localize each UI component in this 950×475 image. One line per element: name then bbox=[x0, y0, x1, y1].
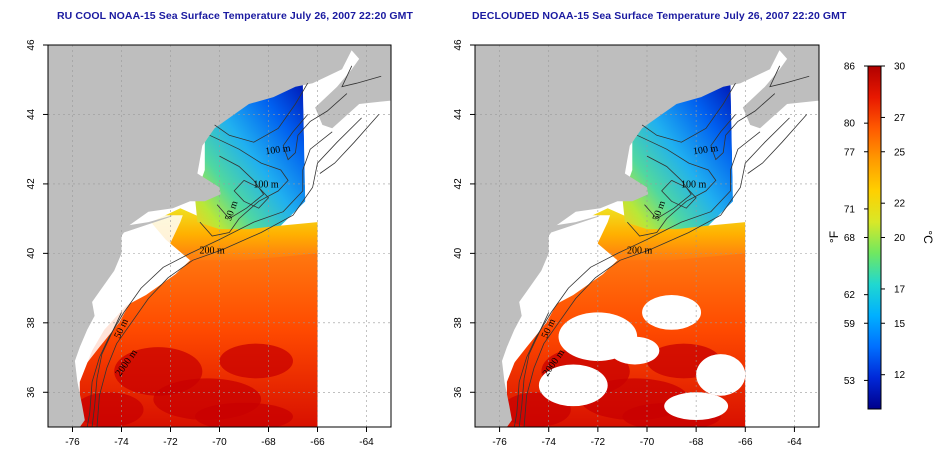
x-tick-label: -72 bbox=[163, 437, 178, 448]
map-title-left: RU COOL NOAA-15 Sea Surface Temperature … bbox=[57, 10, 414, 22]
x-tick-label: -74 bbox=[114, 437, 129, 448]
x-tick-label: -66 bbox=[738, 437, 753, 448]
colorbar-label-fahrenheit: 59 bbox=[844, 319, 856, 330]
bathymetry-contour bbox=[282, 93, 348, 161]
x-tick-label: -74 bbox=[541, 437, 556, 448]
colorbar-label-fahrenheit: 80 bbox=[844, 119, 856, 130]
colorbar-label-celsius: 12 bbox=[894, 370, 906, 381]
x-tick-label: -64 bbox=[787, 437, 802, 448]
land-north-america bbox=[475, 45, 783, 427]
bathymetry-contour bbox=[641, 82, 736, 143]
y-tick-label: 44 bbox=[453, 108, 464, 120]
x-tick-label: -70 bbox=[212, 437, 227, 448]
shelf-sst-band bbox=[578, 208, 746, 261]
contour-label: 100 m bbox=[681, 179, 707, 190]
bathymetry-contour bbox=[710, 93, 776, 161]
contour-label: 200 m bbox=[200, 245, 226, 256]
cloud-mask-coastal bbox=[48, 215, 183, 427]
x-tick-label: -76 bbox=[492, 437, 507, 448]
colorbar-label-celsius: 17 bbox=[894, 284, 906, 295]
bathymetry-contour bbox=[513, 131, 761, 427]
bathymetry-contour bbox=[199, 134, 289, 237]
x-tick-label: -66 bbox=[310, 437, 325, 448]
bathymetry-contour bbox=[214, 82, 309, 143]
land-long-island bbox=[551, 215, 601, 233]
colorbar-label-fahrenheit: 77 bbox=[844, 147, 856, 158]
warm-eddy bbox=[74, 392, 144, 427]
y-tick-label: 46 bbox=[453, 39, 464, 51]
colorbar-unit-celsius: °C bbox=[921, 230, 935, 244]
bathymetry-contour bbox=[644, 155, 692, 220]
land-long-island bbox=[123, 215, 173, 233]
colorbar-gradient bbox=[867, 65, 882, 410]
bathymetry-contour bbox=[341, 65, 382, 88]
y-tick-label: 42 bbox=[453, 178, 464, 190]
cloud-mask-east bbox=[302, 45, 391, 427]
colorbar-label-fahrenheit: 86 bbox=[844, 62, 856, 73]
bathymetry-contour bbox=[233, 180, 270, 209]
bathymetry-contour bbox=[661, 180, 697, 209]
cloud-mask-east bbox=[730, 45, 819, 427]
bathymetry-contour bbox=[216, 155, 265, 220]
contour-label: 200 m bbox=[627, 245, 653, 256]
y-tick-label: 36 bbox=[453, 386, 464, 398]
warm-eddy bbox=[219, 343, 293, 379]
x-tick-label: -64 bbox=[359, 437, 374, 448]
cloud-patch bbox=[610, 336, 660, 365]
bathymetry-contour bbox=[96, 117, 362, 427]
y-tick-label: 38 bbox=[453, 317, 464, 329]
bathymetry-contour bbox=[319, 114, 380, 174]
contour-label: 100 m bbox=[692, 143, 719, 157]
map-title-right: DECLOUDED NOAA-15 Sea Surface Temperatur… bbox=[472, 10, 847, 22]
y-tick-label: 40 bbox=[26, 247, 37, 259]
colorbar-label-celsius: 15 bbox=[894, 319, 906, 330]
contour-label: 100 m bbox=[253, 179, 279, 190]
shelf-sst-band bbox=[150, 208, 318, 261]
y-tick-label: 46 bbox=[26, 39, 37, 51]
land-north-america bbox=[48, 45, 355, 427]
bathymetry-contour bbox=[91, 312, 122, 427]
x-tick-label: -72 bbox=[591, 437, 606, 448]
land-nova-scotia bbox=[742, 45, 819, 129]
contour-label: 100 m bbox=[265, 143, 292, 157]
colorbar-label-celsius: 20 bbox=[894, 233, 906, 244]
colorbar-label-fahrenheit: 71 bbox=[844, 204, 856, 215]
colorbar-label-fahrenheit: 62 bbox=[844, 290, 856, 301]
cloud-patch bbox=[538, 364, 608, 407]
x-tick-label: -70 bbox=[640, 437, 655, 448]
cloud-patch bbox=[696, 354, 746, 396]
colorbar-label-fahrenheit: 53 bbox=[844, 376, 856, 387]
x-tick-label: -76 bbox=[65, 437, 80, 448]
bathymetry-contour bbox=[747, 114, 807, 174]
y-tick-label: 38 bbox=[26, 317, 37, 329]
colorbar-label-celsius: 27 bbox=[894, 113, 906, 124]
colorbar-label-celsius: 30 bbox=[894, 62, 906, 73]
colorbar-unit-fahrenheit: °F bbox=[827, 231, 841, 243]
y-tick-label: 42 bbox=[26, 178, 37, 190]
colorbar-label-fahrenheit: 68 bbox=[844, 233, 856, 244]
land-nova-scotia bbox=[315, 45, 391, 129]
cloud-mask-coastal bbox=[475, 215, 611, 427]
warm-eddy bbox=[195, 402, 293, 427]
bathymetry-contour bbox=[769, 65, 810, 88]
bathymetry-contour bbox=[627, 134, 717, 237]
cloud-patch bbox=[642, 295, 702, 330]
bathymetry-contour bbox=[518, 312, 550, 427]
y-tick-label: 36 bbox=[26, 386, 37, 398]
colorbar-label-celsius: 22 bbox=[894, 199, 906, 210]
bathymetry-contour bbox=[523, 117, 790, 427]
colorbar-label-celsius: 25 bbox=[894, 147, 906, 158]
x-tick-label: -68 bbox=[261, 437, 276, 448]
x-tick-label: -68 bbox=[689, 437, 704, 448]
bathymetry-contour bbox=[86, 131, 333, 427]
y-tick-label: 44 bbox=[26, 108, 37, 120]
y-tick-label: 40 bbox=[453, 247, 464, 259]
